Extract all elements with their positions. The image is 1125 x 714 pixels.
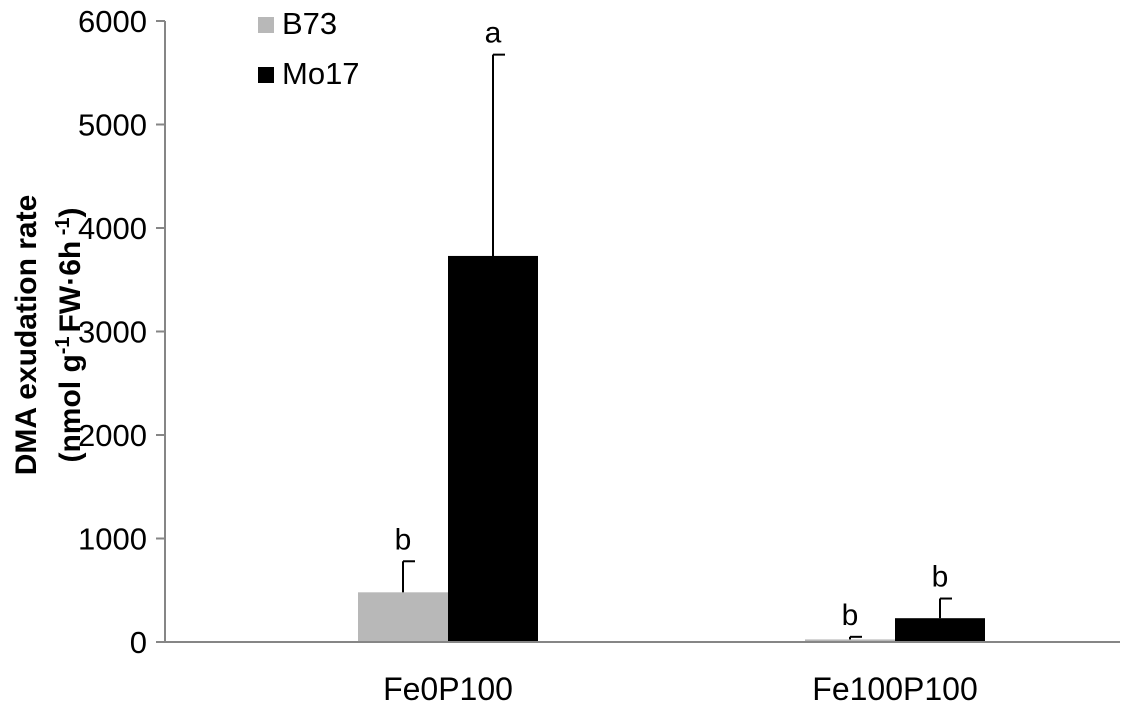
y-tick-label: 2000 — [78, 418, 147, 453]
significance-letter: b — [842, 599, 859, 632]
bar-mo17-fe100p100 — [895, 618, 985, 642]
y-tick-label: 6000 — [78, 4, 147, 39]
bar-b73-fe0p100 — [358, 592, 448, 642]
x-tick-label: Fe100P100 — [812, 671, 977, 707]
y-axis-label-unit-post: ) — [54, 207, 87, 217]
y-axis-label-line1: DMA exudation rate — [10, 195, 43, 476]
y-tick-label: 3000 — [78, 315, 147, 350]
legend-label: Mo17 — [282, 56, 360, 91]
legend: B73 Mo17 — [258, 6, 360, 91]
y-axis-label-unit-mid: FW·6h — [54, 241, 87, 333]
y-axis-label-line2: (nmol g-1FW·6h -1) — [52, 207, 87, 462]
y-axis-label-unit-sup2: -1 — [52, 217, 74, 240]
bar-mo17-fe0p100 — [448, 255, 538, 642]
legend-swatch — [258, 67, 274, 83]
significance-letters: b b a b — [395, 17, 949, 632]
y-tick-label: 0 — [130, 625, 147, 660]
y-axis-ticks: 0 1000 2000 3000 4000 5000 6000 — [78, 4, 165, 660]
bars — [358, 255, 985, 642]
legend-swatch — [258, 17, 274, 33]
y-axis-label: DMA exudation rate (nmol g-1FW·6h -1) — [10, 195, 87, 476]
y-axis-label-unit-sup1: -1 — [52, 336, 74, 354]
y-tick-label: 5000 — [78, 108, 147, 143]
error-bars — [402, 53, 952, 640]
bar-b73-fe100p100 — [805, 639, 895, 642]
significance-letter: a — [485, 17, 502, 50]
y-axis-label-unit-pre: (nmol g — [54, 354, 87, 462]
significance-letter: b — [395, 523, 412, 556]
x-tick-label: Fe0P100 — [383, 671, 513, 707]
y-tick-label: 4000 — [78, 211, 147, 246]
y-tick-label: 1000 — [78, 522, 147, 557]
x-axis-tick-labels: Fe0P100 Fe100P100 — [383, 671, 978, 707]
legend-label: B73 — [282, 6, 337, 41]
significance-letter: b — [932, 561, 949, 594]
